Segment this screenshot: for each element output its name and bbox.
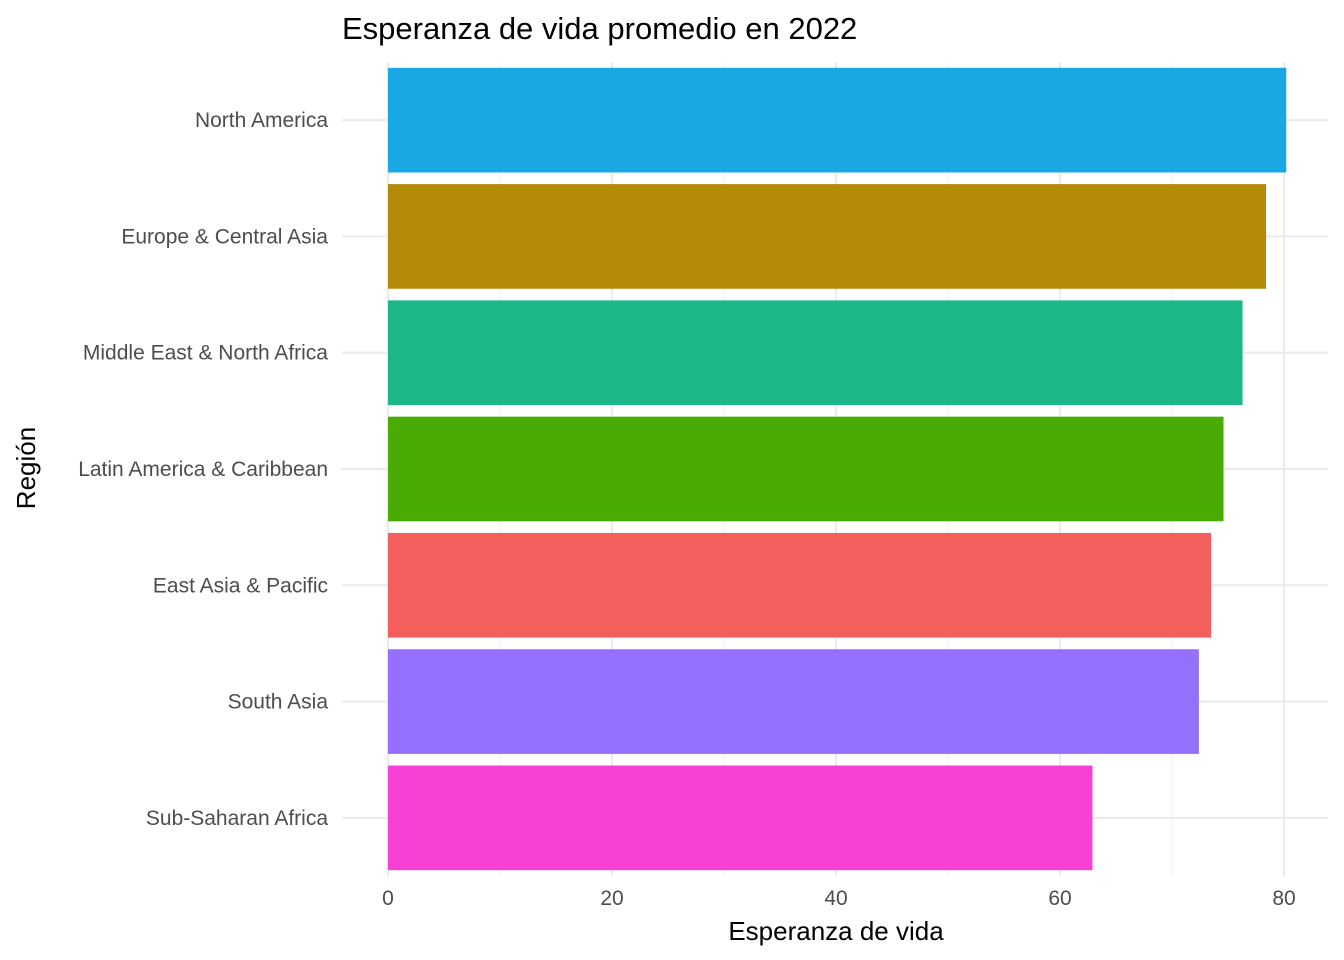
chart-title: Esperanza de vida promedio en 2022	[342, 11, 857, 46]
x-tick-label: 0	[382, 887, 394, 910]
y-axis-tick-labels: North America Europe & Central Asia Middle…	[78, 109, 328, 830]
y-tick-label: East Asia & Pacific	[153, 574, 328, 597]
bar	[388, 300, 1243, 406]
bar	[388, 416, 1224, 522]
x-tick-label: 20	[600, 887, 623, 910]
x-axis-title: Esperanza de vida	[728, 916, 944, 946]
bar	[388, 649, 1199, 754]
x-tick-label: 80	[1272, 887, 1295, 910]
x-tick-label: 60	[1048, 887, 1071, 910]
y-tick-label: Middle East & North Africa	[83, 342, 328, 365]
y-tick-label: South Asia	[228, 691, 329, 714]
y-axis-title: Región	[11, 427, 41, 509]
bar	[388, 67, 1287, 173]
y-tick-label: Europe & Central Asia	[121, 225, 328, 248]
x-axis-tick-labels: 0 20 40 60 80	[382, 887, 1296, 910]
bar	[388, 184, 1267, 289]
y-tick-label: North America	[195, 109, 328, 132]
bar	[388, 765, 1093, 871]
y-tick-label: Latin America & Caribbean	[78, 458, 328, 481]
y-tick-label: Sub-Saharan Africa	[146, 807, 328, 830]
bar	[388, 532, 1212, 638]
bars	[388, 67, 1287, 871]
x-tick-label: 40	[824, 887, 847, 910]
